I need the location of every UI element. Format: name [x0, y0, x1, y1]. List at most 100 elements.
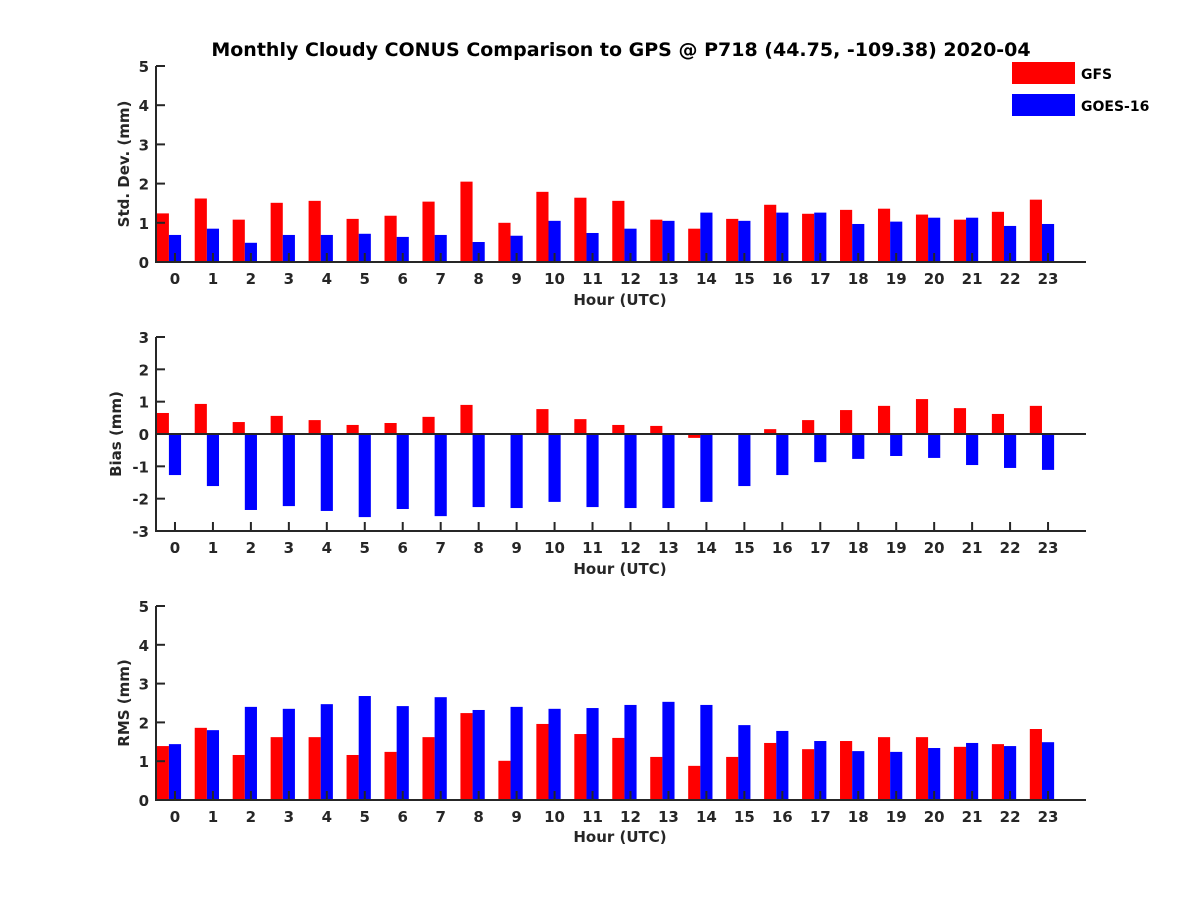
xtick-label-std-dev: 18 — [848, 270, 869, 288]
xtick-label-bias: 0 — [170, 539, 180, 557]
bar-std-dev-gfs-hour-12 — [612, 200, 625, 262]
bar-std-dev-gfs-hour-3 — [270, 202, 283, 262]
bar-rms-goes16-hour-17 — [814, 741, 827, 800]
bar-std-dev-gfs-hour-21 — [953, 219, 967, 262]
chart-title: Monthly Cloudy CONUS Comparison to GPS @… — [211, 39, 1030, 61]
bar-bias-gfs-hour-5 — [346, 424, 359, 434]
bar-rms-gfs-hour-22 — [991, 744, 1005, 800]
xtick-label-std-dev: 23 — [1038, 270, 1059, 288]
legend: GFS GOES-16 — [1012, 62, 1149, 116]
xtick-label-rms: 11 — [582, 808, 603, 826]
bar-bias-gfs-hour-2 — [232, 422, 245, 434]
bar-std-dev-gfs-hour-4 — [308, 200, 321, 262]
xtick-label-bias: 1 — [208, 539, 218, 557]
bar-bias-goes16-hour-23 — [1041, 434, 1055, 470]
ytick-label-rms: 2 — [139, 714, 149, 732]
bar-rms-goes16-hour-8 — [472, 709, 485, 800]
bar-bias-gfs-hour-14 — [688, 434, 701, 438]
bar-rms-gfs-hour-11 — [574, 734, 587, 800]
bar-std-dev-goes16-hour-1 — [206, 228, 220, 262]
ytick-label-std-dev: 1 — [139, 215, 149, 233]
bar-rms-gfs-hour-10 — [536, 723, 549, 800]
xtick-label-bias: 14 — [696, 539, 717, 557]
bar-std-dev-gfs-hour-11 — [574, 197, 587, 262]
xtick-label-rms: 16 — [772, 808, 793, 826]
bar-rms-gfs-hour-15 — [726, 756, 739, 800]
legend-label-gfs: GFS — [1081, 67, 1112, 83]
bar-bias-gfs-hour-10 — [536, 409, 549, 434]
bar-bias-goes16-hour-0 — [168, 434, 182, 476]
xtick-label-rms: 15 — [734, 808, 755, 826]
ytick-label-rms: 1 — [139, 753, 149, 771]
bar-bias-gfs-hour-23 — [1029, 405, 1042, 434]
ytick-label-rms: 5 — [139, 598, 149, 616]
xtick-label-rms: 2 — [246, 808, 256, 826]
xtick-label-rms: 21 — [962, 808, 983, 826]
bar-std-dev-goes16-hour-17 — [814, 212, 827, 262]
bar-bias-gfs-hour-0 — [156, 412, 169, 434]
bar-bias-gfs-hour-18 — [840, 410, 853, 434]
panel-std-dev-ylabel: Std. Dev. (mm) — [115, 101, 133, 228]
xtick-label-std-dev: 9 — [511, 270, 521, 288]
bar-rms-goes16-hour-6 — [396, 706, 409, 800]
bar-bias-gfs-hour-7 — [422, 416, 435, 434]
xtick-label-bias: 3 — [284, 539, 294, 557]
xtick-label-bias: 13 — [658, 539, 679, 557]
bar-rms-gfs-hour-5 — [346, 754, 359, 800]
bar-std-dev-gfs-hour-7 — [422, 201, 435, 262]
bar-rms-gfs-hour-2 — [232, 754, 245, 800]
legend-swatch-goes16 — [1012, 94, 1075, 116]
bar-rms-goes16-hour-20 — [928, 748, 941, 800]
bar-rms-gfs-hour-23 — [1029, 729, 1042, 800]
bar-rms-goes16-hour-9 — [510, 706, 523, 800]
xtick-label-std-dev: 8 — [473, 270, 483, 288]
bar-bias-goes16-hour-5 — [358, 434, 371, 518]
bar-rms-goes16-hour-10 — [548, 708, 561, 800]
ytick-label-bias: 0 — [139, 426, 149, 444]
bar-bias-gfs-hour-20 — [915, 399, 929, 434]
bar-bias-gfs-hour-17 — [802, 420, 815, 434]
bar-bias-goes16-hour-11 — [586, 434, 599, 508]
ytick-label-rms: 3 — [139, 676, 149, 694]
bar-std-dev-goes16-hour-2 — [244, 242, 257, 262]
xtick-label-std-dev: 3 — [284, 270, 294, 288]
bar-rms-goes16-hour-14 — [700, 704, 713, 800]
xtick-label-bias: 8 — [473, 539, 483, 557]
bar-rms-gfs-hour-21 — [953, 746, 967, 800]
bar-std-dev-gfs-hour-6 — [384, 215, 397, 262]
bar-std-dev-gfs-hour-16 — [764, 204, 777, 262]
bar-bias-goes16-hour-6 — [396, 434, 409, 510]
ytick-label-bias: 3 — [139, 329, 149, 347]
bar-bias-goes16-hour-9 — [510, 434, 523, 509]
bar-bias-goes16-hour-19 — [890, 434, 903, 456]
bar-bias-goes16-hour-13 — [662, 434, 675, 509]
bar-std-dev-goes16-hour-11 — [586, 232, 599, 262]
bar-std-dev-gfs-hour-13 — [650, 219, 663, 262]
xtick-label-rms: 10 — [544, 808, 565, 826]
bar-std-dev-gfs-hour-15 — [726, 218, 739, 262]
bar-std-dev-gfs-hour-19 — [877, 208, 891, 262]
bar-bias-goes16-hour-12 — [624, 434, 637, 509]
xtick-label-rms: 4 — [322, 808, 332, 826]
bar-bias-gfs-hour-6 — [384, 423, 397, 434]
xtick-label-rms: 18 — [848, 808, 869, 826]
bar-rms-gfs-hour-18 — [840, 741, 853, 800]
bar-rms-goes16-hour-12 — [624, 704, 637, 800]
xtick-label-bias: 10 — [544, 539, 565, 557]
xtick-label-rms: 1 — [208, 808, 218, 826]
ytick-label-rms: 0 — [139, 792, 149, 810]
panel-rms-xlabel: Hour (UTC) — [573, 828, 666, 846]
bar-std-dev-goes16-hour-19 — [890, 221, 903, 262]
bar-std-dev-goes16-hour-20 — [928, 217, 941, 262]
bar-rms-gfs-hour-17 — [802, 749, 815, 800]
panel-bias-xlabel: Hour (UTC) — [573, 560, 666, 578]
xtick-label-std-dev: 2 — [246, 270, 256, 288]
ytick-label-bias: 1 — [139, 394, 149, 412]
bar-rms-gfs-hour-7 — [422, 737, 435, 800]
bar-rms-gfs-hour-1 — [194, 727, 207, 800]
bar-std-dev-gfs-hour-23 — [1029, 199, 1042, 262]
xtick-label-bias: 7 — [435, 539, 445, 557]
bar-bias-goes16-hour-14 — [700, 434, 713, 502]
bar-rms-gfs-hour-16 — [764, 742, 777, 800]
